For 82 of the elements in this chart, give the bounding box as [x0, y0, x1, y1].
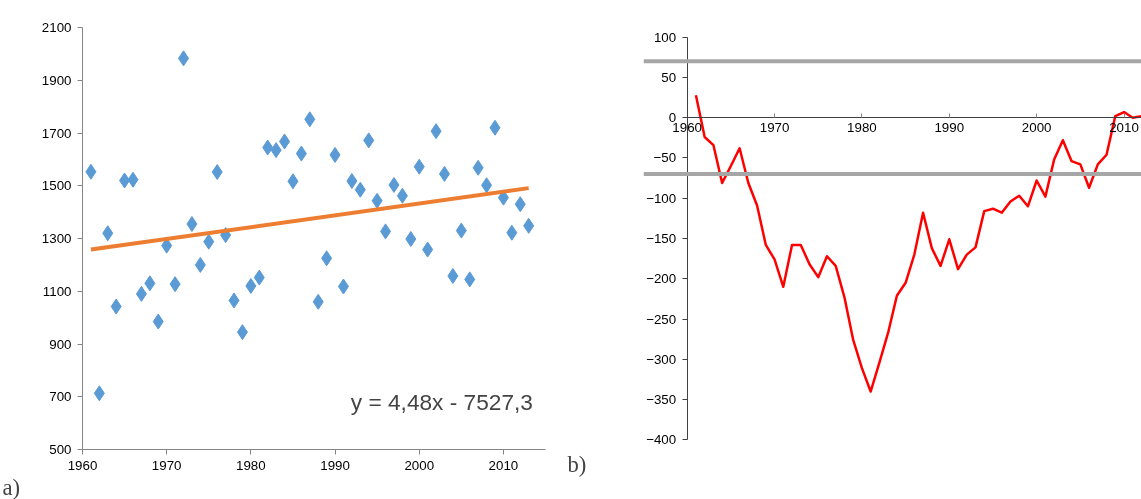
x-tick-label: 2010 — [488, 457, 519, 473]
x-tick-label: 1970 — [151, 457, 182, 473]
y-tick-label: 1900 — [41, 72, 72, 88]
point — [262, 139, 274, 156]
point — [110, 298, 122, 315]
point — [270, 142, 282, 159]
point — [102, 225, 114, 242]
point — [489, 119, 501, 136]
y-tick-label: 1500 — [41, 178, 72, 194]
annotation: y = 4,48x - 7527,3 — [350, 389, 533, 416]
y-tick-label: 1300 — [41, 231, 72, 246]
point — [371, 192, 383, 209]
point — [447, 267, 459, 284]
y-tick-label: −100 — [646, 190, 677, 206]
point — [236, 324, 248, 341]
y-tick-label: 2100 — [41, 20, 72, 35]
x-tick-label: 2000 — [1021, 119, 1052, 135]
point — [514, 196, 526, 213]
y-tick-label: −250 — [646, 311, 677, 327]
y-tick-label: 900 — [49, 336, 72, 352]
y-tick-label: 100 — [653, 29, 677, 45]
point — [194, 256, 206, 273]
x-tick-label: 2000 — [404, 457, 435, 473]
y-tick-label: −200 — [646, 271, 677, 287]
point — [228, 292, 240, 309]
y-tick-label: −50 — [653, 150, 677, 166]
point — [363, 132, 375, 149]
point — [279, 133, 291, 150]
point — [144, 275, 156, 292]
point — [169, 276, 181, 293]
point — [472, 159, 484, 176]
y-tick-label: −300 — [646, 351, 677, 367]
point — [422, 241, 434, 258]
point — [455, 222, 467, 239]
x-tick-label: 1970 — [759, 119, 790, 135]
point — [430, 123, 442, 140]
x-tick-label: 1980 — [847, 119, 877, 135]
point — [354, 181, 366, 198]
x-tick-label: 1990 — [320, 457, 350, 473]
x-tick-label: 1960 — [67, 457, 98, 473]
point — [312, 293, 324, 310]
point — [329, 146, 341, 163]
text: a) — [2, 474, 21, 499]
point — [93, 385, 105, 402]
point — [287, 173, 299, 190]
point — [186, 215, 198, 232]
y-tick-label: −150 — [646, 231, 677, 246]
point — [380, 223, 392, 240]
x-tick-label: 1990 — [934, 119, 965, 135]
point — [85, 163, 97, 180]
point — [506, 224, 518, 241]
point — [438, 165, 450, 182]
x-tick-label: 1980 — [236, 457, 266, 473]
y-tick-label: 500 — [49, 442, 72, 457]
point — [178, 50, 190, 67]
point — [337, 278, 349, 295]
point — [346, 173, 358, 189]
point — [388, 176, 400, 193]
point — [413, 158, 425, 175]
point — [304, 111, 316, 128]
point — [203, 233, 215, 250]
point — [523, 217, 535, 234]
point — [127, 171, 139, 188]
point — [321, 250, 333, 267]
y-tick-label: 1100 — [42, 283, 72, 299]
point — [135, 285, 147, 302]
y-tick-label: −400 — [646, 432, 677, 448]
y-tick-label: 700 — [49, 389, 72, 405]
point — [464, 271, 476, 288]
y-tick-label: 1700 — [41, 125, 72, 141]
point — [245, 277, 257, 294]
point — [481, 177, 493, 194]
point — [253, 269, 265, 286]
text: b) — [567, 451, 587, 477]
point — [119, 172, 131, 189]
point — [211, 164, 223, 181]
y-tick-label: −350 — [646, 392, 677, 408]
point — [396, 187, 408, 204]
point — [405, 231, 417, 248]
y-tick-label: 50 — [661, 69, 677, 85]
point — [152, 313, 164, 330]
point — [295, 145, 307, 162]
